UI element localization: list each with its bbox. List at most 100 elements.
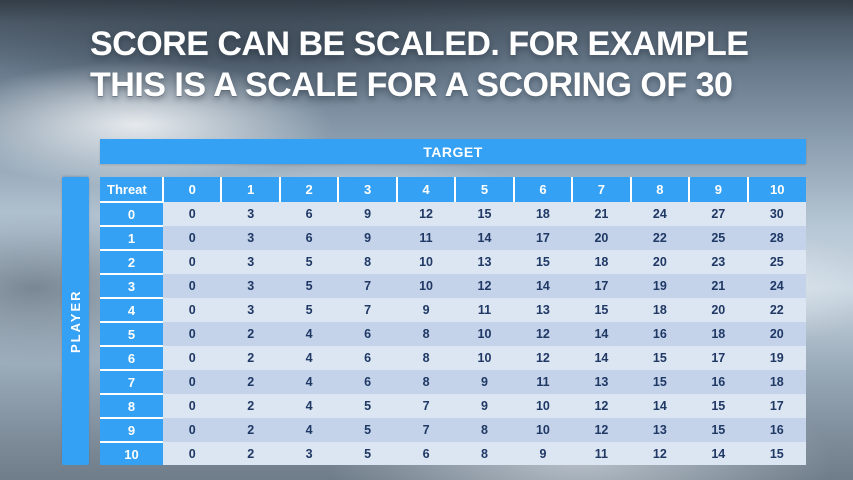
score-cell: 11 [396,226,456,251]
score-cell: 9 [455,394,514,419]
score-cell: 6 [338,322,397,347]
score-cell: 9 [338,202,397,227]
score-cell: 2 [221,442,280,465]
score-cell: 22 [747,298,806,323]
score-cell: 10 [513,394,573,419]
score-cell: 4 [279,418,339,443]
score-cell: 15 [572,298,631,323]
score-cell: 13 [630,418,690,443]
score-cell: 20 [630,250,690,275]
column-header: 10 [747,177,806,202]
score-cell: 6 [279,226,339,251]
score-cell: 0 [163,202,222,227]
score-cell: 25 [689,226,748,251]
score-cell: 6 [338,346,397,371]
row-header: 8 [100,393,163,419]
score-cell: 27 [689,202,748,227]
score-cell: 0 [163,226,222,251]
score-cell: 5 [279,298,339,323]
score-cell: 14 [689,442,748,465]
score-cell: 11 [572,442,631,465]
score-cell: 6 [396,442,456,465]
score-cell: 3 [221,298,280,323]
score-cell: 10 [455,346,514,371]
score-cell: 17 [572,274,631,299]
row-header: 10 [100,441,163,465]
score-cell: 13 [513,298,573,323]
score-cell: 21 [689,274,748,299]
score-cell: 28 [747,226,806,251]
score-cell: 7 [396,418,456,443]
column-header: 1 [221,177,281,202]
score-cell: 8 [396,346,456,371]
column-header: 9 [689,177,749,202]
threat-corner-label: Threat [100,177,164,202]
score-cell: 16 [689,370,748,395]
score-cell: 2 [221,322,280,347]
score-cell: 18 [572,250,631,275]
score-cell: 23 [689,250,748,275]
score-cell: 12 [630,442,690,465]
score-cell: 2 [221,370,280,395]
column-header: 3 [338,177,398,202]
target-header-bar: TARGET [100,139,806,164]
score-cell: 12 [396,202,456,227]
score-cell: 10 [396,274,456,299]
row-header: 0 [100,200,163,227]
score-cell: 9 [338,226,397,251]
score-cell: 7 [338,274,397,299]
score-cell: 9 [396,298,456,323]
score-cell: 5 [338,418,397,443]
score-cell: 13 [455,250,514,275]
score-cell: 12 [455,274,514,299]
score-cell: 24 [630,202,690,227]
score-cell: 8 [455,418,514,443]
score-cell: 0 [163,418,222,443]
row-header: 6 [100,345,163,371]
table-row: 0 0 3 6 9 12 15 18 21 24 27 30 [100,200,806,227]
score-cell: 22 [630,226,690,251]
column-header: 2 [279,177,340,202]
score-cell: 17 [747,394,806,419]
score-cell: 7 [338,298,397,323]
score-cell: 16 [747,418,806,443]
score-cell: 0 [163,298,222,323]
score-cell: 3 [221,202,280,227]
score-cell: 9 [513,442,573,465]
table-row: 10 0 2 3 5 6 8 9 11 12 14 15 [100,441,806,465]
score-cell: 15 [747,442,806,465]
score-cell: 0 [163,370,222,395]
column-header: 4 [396,177,457,202]
score-cell: 25 [747,250,806,275]
table-row: 8 0 2 4 5 7 9 10 12 14 15 17 [100,393,806,419]
score-cell: 8 [396,370,456,395]
score-cell: 21 [572,202,631,227]
score-cell: 17 [513,226,573,251]
score-cell: 19 [747,346,806,371]
slide-title: SCORE CAN BE SCALED. FOR EXAMPLE THIS IS… [90,24,810,106]
column-header-row: Threat 0 1 2 3 4 5 6 7 8 9 10 [100,177,806,202]
score-cell: 10 [455,322,514,347]
row-header: 7 [100,369,163,395]
score-cell: 14 [455,226,514,251]
score-cell: 4 [279,394,339,419]
score-cell: 3 [279,442,339,465]
score-cell: 19 [630,274,690,299]
score-cell: 12 [572,418,631,443]
score-cell: 3 [221,226,280,251]
score-cell: 9 [455,370,514,395]
score-cell: 6 [338,370,397,395]
score-cell: 5 [279,274,339,299]
score-table: Threat 0 1 2 3 4 5 6 7 8 9 10 0 0 3 6 9 12 15 18 21 24 27 30 1… [100,177,806,465]
score-cell: 8 [455,442,514,465]
score-cell: 14 [630,394,690,419]
score-cell: 12 [513,322,573,347]
score-cell: 6 [279,202,339,227]
score-cell: 8 [396,322,456,347]
score-cell: 20 [572,226,631,251]
score-cell: 3 [221,274,280,299]
score-cell: 12 [513,346,573,371]
column-header: 5 [455,177,515,202]
score-cell: 2 [221,346,280,371]
